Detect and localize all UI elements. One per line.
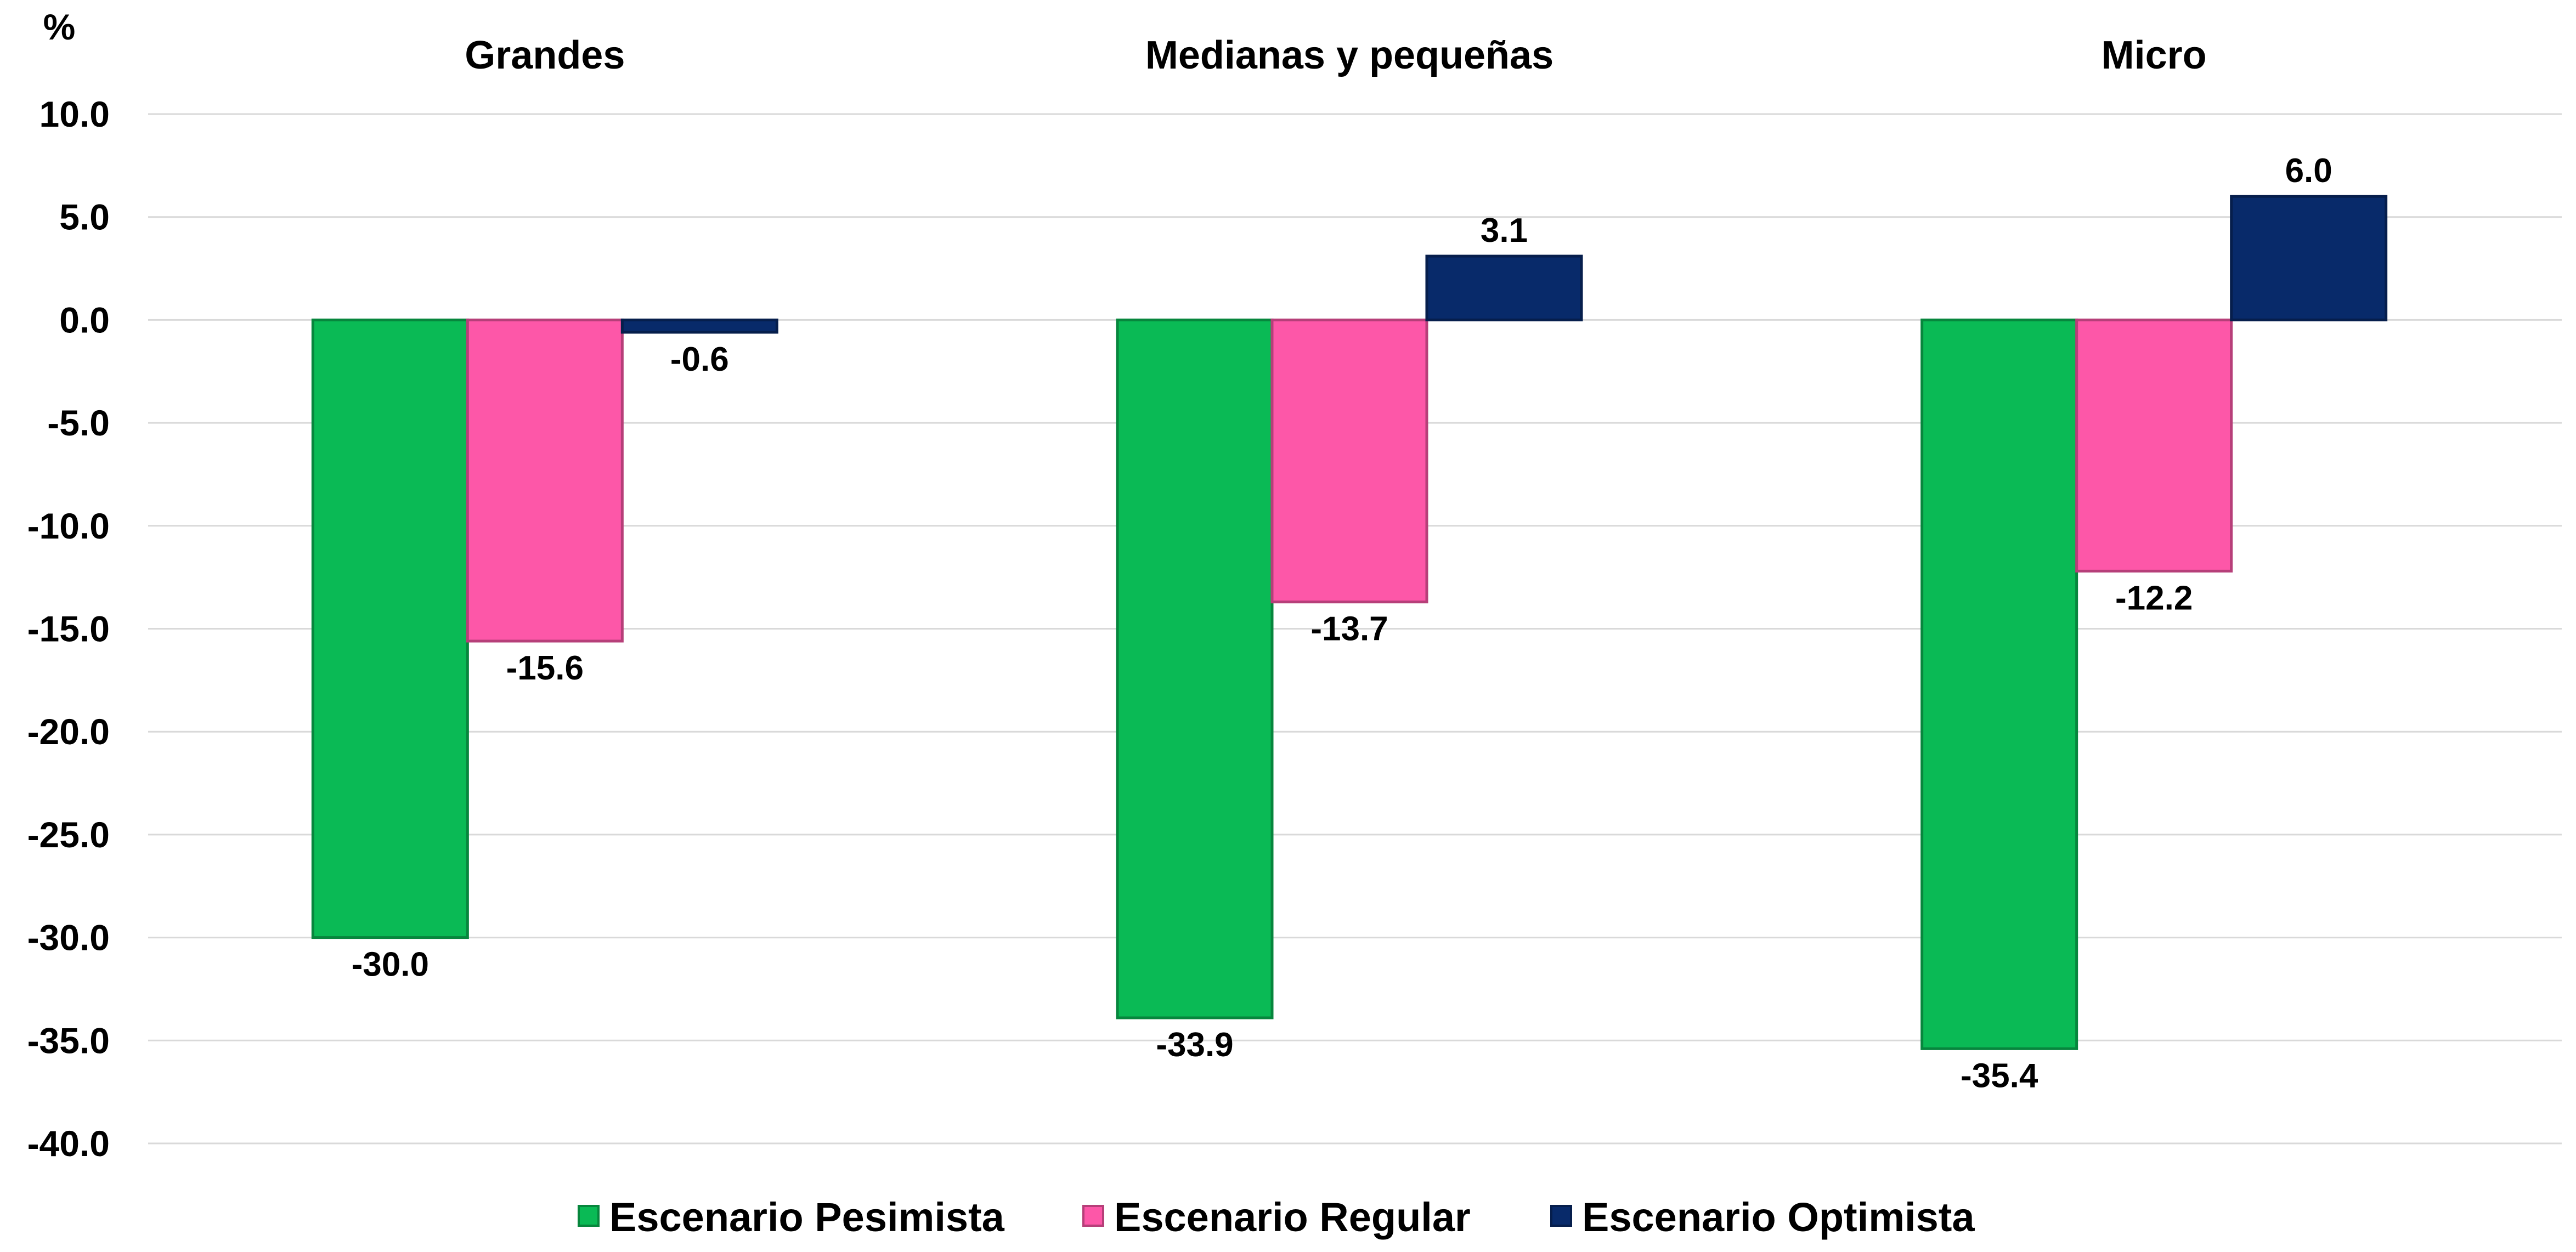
category-label-medianas-y-pequenas: Medianas y pequeñas (1145, 33, 1553, 77)
legend-swatch-escenario-optimista (1550, 1205, 1572, 1227)
legend-swatch-escenario-regular (1082, 1205, 1104, 1227)
bar-escenario-optimista-medianas-y-pequenas (1425, 254, 1583, 321)
legend-label-escenario-optimista: Escenario Optimista (1582, 1194, 1975, 1240)
y-tick-label: -35.0 (27, 1020, 110, 1061)
data-label: 3.1 (1481, 212, 1528, 250)
data-label: -33.9 (1156, 1026, 1233, 1064)
data-label: -15.6 (506, 649, 584, 687)
y-tick-label: -15.0 (27, 609, 110, 649)
y-tick-label: -5.0 (47, 403, 110, 443)
bar-escenario-pesimista-micro (1920, 318, 2078, 1050)
data-label: -13.7 (1310, 610, 1388, 648)
y-tick-label: 5.0 (59, 197, 110, 237)
y-tick-label: -30.0 (27, 917, 110, 958)
bar-escenario-pesimista-grandes (311, 318, 469, 939)
legend-swatch-escenario-pesimista (578, 1205, 600, 1227)
category-label-micro: Micro (2102, 33, 2207, 77)
bar-escenario-pesimista-medianas-y-pequenas (1116, 318, 1274, 1019)
bars (311, 195, 2388, 1050)
y-tick-label: -25.0 (27, 814, 110, 855)
y-tick-label: 0.0 (59, 299, 110, 340)
category-labels: Grandes Medianas y pequeñas Micro (465, 33, 2206, 77)
y-tick-label: -40.0 (27, 1123, 110, 1164)
legend-label-escenario-pesimista: Escenario Pesimista (609, 1194, 1005, 1240)
data-label: -30.0 (352, 946, 429, 984)
bar-escenario-regular-medianas-y-pequenas (1270, 318, 1428, 604)
y-axis-unit-label: % (43, 7, 76, 47)
category-label-grandes: Grandes (465, 33, 625, 77)
data-labels: -30.0 -15.6 -0.6 -33.9 -13.7 3.1 -35.4 -12.2 6.0 (352, 152, 2332, 1095)
data-label: 6.0 (2285, 152, 2332, 190)
data-label: -0.6 (670, 341, 729, 378)
bar-escenario-regular-grandes (466, 318, 624, 643)
data-label: -12.2 (2115, 579, 2193, 617)
y-tick-label: 10.0 (39, 94, 110, 134)
bar-escenario-optimista-grandes (620, 318, 778, 334)
legend-label-escenario-regular: Escenario Regular (1114, 1194, 1471, 1240)
data-label: -35.4 (1961, 1057, 2038, 1095)
y-tick-label: -20.0 (27, 711, 110, 752)
y-axis-tick-labels: 10.0 5.0 0.0 -5.0 -10.0 -15.0 -20.0 -25.0 -30.0 -… (27, 94, 110, 1164)
bar-escenario-optimista-micro (2230, 195, 2388, 321)
bar-escenario-regular-micro (2075, 318, 2233, 573)
legend: Escenario Pesimista Escenario Regular Esce… (578, 1194, 1975, 1240)
y-tick-label: -10.0 (27, 506, 110, 546)
